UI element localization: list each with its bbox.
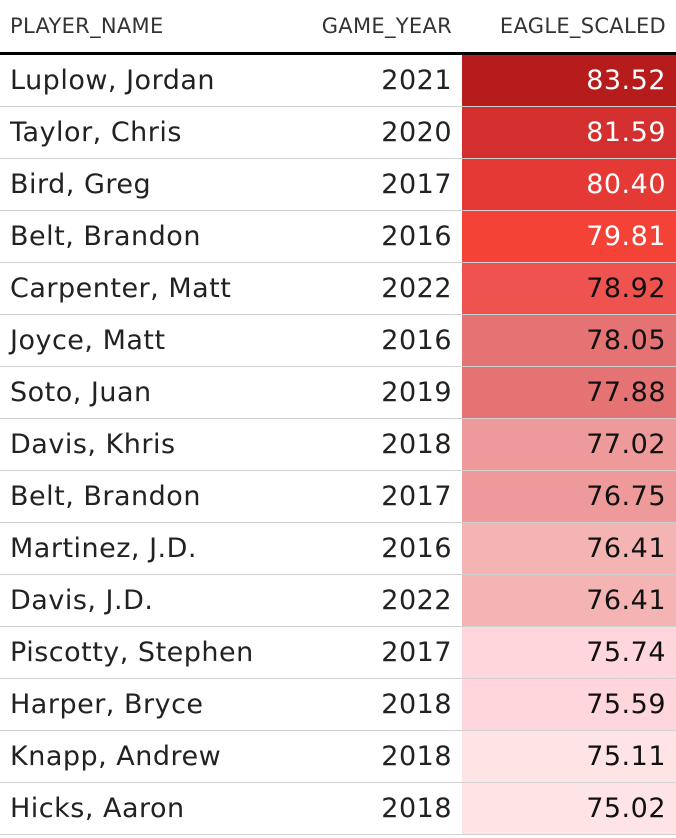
table-cell: 2016 (270, 314, 462, 367)
score-cell: 80.40 (462, 158, 676, 211)
score-cell: 76.75 (462, 470, 676, 523)
table-row: Carpenter, Matt 2022 78.92 (0, 262, 676, 315)
table-cell: Davis, Khris (0, 418, 270, 471)
score-cell: 76.41 (462, 574, 676, 627)
table-cell: Luplow, Jordan (0, 53, 270, 107)
table-row: Davis, Khris 2018 77.02 (0, 418, 676, 471)
table-row: Belt, Brandon 2017 76.75 (0, 470, 676, 523)
table-cell: Knapp, Andrew (0, 730, 270, 783)
table-cell: Piscotty, Stephen (0, 626, 270, 679)
table-cell: Belt, Brandon (0, 470, 270, 523)
column-header: GAME_YEAR (270, 0, 462, 55)
table-body: Luplow, Jordan 2021 83.52 Taylor, Chris 2020… (0, 53, 676, 835)
table-cell: Bird, Greg (0, 158, 270, 211)
table-row: Hicks, Aaron 2018 75.02 (0, 782, 676, 835)
table-row: Belt, Brandon 2016 79.81 (0, 210, 676, 263)
table-row: Martinez, J.D. 2016 76.41 (0, 522, 676, 575)
table-cell: Hicks, Aaron (0, 782, 270, 835)
table-cell: 2018 (270, 730, 462, 783)
table-cell: Belt, Brandon (0, 210, 270, 263)
table-cell: 2019 (270, 366, 462, 419)
column-header: PLAYER_NAME (0, 0, 270, 55)
table-cell: 2018 (270, 782, 462, 835)
table-cell: Joyce, Matt (0, 314, 270, 367)
table-row: Joyce, Matt 2016 78.05 (0, 314, 676, 367)
table-cell: 2016 (270, 210, 462, 263)
table-row: Soto, Juan 2019 77.88 (0, 366, 676, 419)
score-cell: 83.52 (462, 53, 676, 107)
table-cell: 2020 (270, 106, 462, 159)
table-cell: Harper, Bryce (0, 678, 270, 731)
table-cell: 2016 (270, 522, 462, 575)
table-cell: Taylor, Chris (0, 106, 270, 159)
table-cell: 2022 (270, 262, 462, 315)
table-row: Piscotty, Stephen 2017 75.74 (0, 626, 676, 679)
score-cell: 78.05 (462, 314, 676, 367)
table-row: Harper, Bryce 2018 75.59 (0, 678, 676, 731)
table-row: Knapp, Andrew 2018 75.11 (0, 730, 676, 783)
table-cell: Martinez, J.D. (0, 522, 270, 575)
table-cell: 2017 (270, 158, 462, 211)
score-cell: 75.02 (462, 782, 676, 835)
score-cell: 76.41 (462, 522, 676, 575)
table-cell: 2018 (270, 678, 462, 731)
table-row: Taylor, Chris 2020 81.59 (0, 106, 676, 159)
table-row: Bird, Greg 2017 80.40 (0, 158, 676, 211)
column-header: EAGLE_SCALED (462, 0, 676, 55)
score-cell: 78.92 (462, 262, 676, 315)
table-row: Luplow, Jordan 2021 83.52 (0, 53, 676, 107)
header-row: PLAYER_NAME GAME_YEAR EAGLE_SCALED (0, 0, 676, 55)
score-cell: 75.74 (462, 626, 676, 679)
table-cell: Carpenter, Matt (0, 262, 270, 315)
score-cell: 77.88 (462, 366, 676, 419)
table-cell: Davis, J.D. (0, 574, 270, 627)
table-header: PLAYER_NAME GAME_YEAR EAGLE_SCALED (0, 0, 676, 55)
table-cell: 2022 (270, 574, 462, 627)
table-cell: 2017 (270, 470, 462, 523)
table-cell: 2018 (270, 418, 462, 471)
score-cell: 79.81 (462, 210, 676, 263)
table-cell: 2021 (270, 53, 462, 107)
score-cell: 75.11 (462, 730, 676, 783)
score-cell: 81.59 (462, 106, 676, 159)
table-row: Davis, J.D. 2022 76.41 (0, 574, 676, 627)
table-cell: Soto, Juan (0, 366, 270, 419)
score-cell: 75.59 (462, 678, 676, 731)
score-cell: 77.02 (462, 418, 676, 471)
table-cell: 2017 (270, 626, 462, 679)
